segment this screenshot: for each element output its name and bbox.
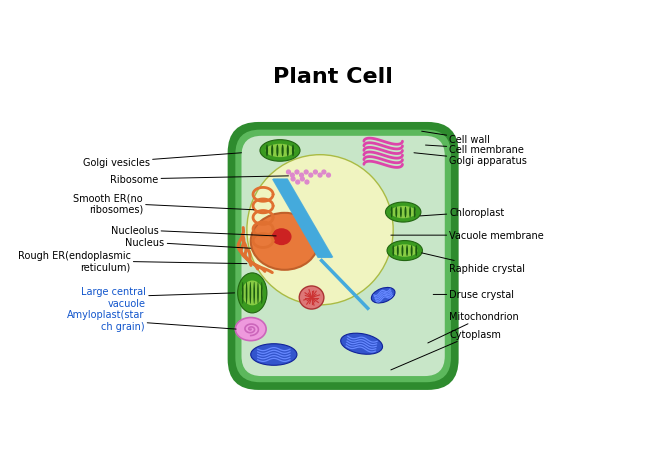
Ellipse shape bbox=[257, 282, 259, 304]
Ellipse shape bbox=[254, 282, 255, 304]
Ellipse shape bbox=[242, 282, 244, 304]
Ellipse shape bbox=[387, 241, 422, 261]
Ellipse shape bbox=[238, 273, 267, 313]
Ellipse shape bbox=[276, 145, 278, 157]
Ellipse shape bbox=[406, 246, 408, 257]
Circle shape bbox=[291, 178, 295, 181]
Ellipse shape bbox=[402, 246, 404, 257]
Ellipse shape bbox=[251, 213, 318, 270]
Circle shape bbox=[313, 171, 317, 174]
Ellipse shape bbox=[341, 334, 383, 354]
Ellipse shape bbox=[250, 282, 251, 304]
Circle shape bbox=[309, 174, 313, 178]
Ellipse shape bbox=[266, 145, 294, 158]
Circle shape bbox=[296, 181, 300, 185]
Text: Mitochondrion: Mitochondrion bbox=[428, 311, 519, 343]
Text: Rough ER(endoplasmic
reticulum): Rough ER(endoplasmic reticulum) bbox=[18, 250, 247, 272]
Ellipse shape bbox=[299, 286, 324, 309]
Text: Golgi vesicles: Golgi vesicles bbox=[83, 153, 242, 168]
Ellipse shape bbox=[391, 207, 393, 218]
Circle shape bbox=[304, 171, 308, 174]
Text: Druse crystal: Druse crystal bbox=[433, 290, 514, 300]
Text: Cell wall: Cell wall bbox=[422, 132, 490, 145]
Ellipse shape bbox=[235, 318, 266, 341]
Ellipse shape bbox=[266, 145, 268, 157]
Ellipse shape bbox=[414, 207, 416, 218]
Text: Nucleolus: Nucleolus bbox=[111, 225, 276, 236]
Ellipse shape bbox=[404, 207, 406, 218]
Ellipse shape bbox=[391, 207, 416, 219]
Ellipse shape bbox=[246, 282, 248, 304]
Circle shape bbox=[318, 174, 322, 178]
Ellipse shape bbox=[392, 246, 394, 257]
Circle shape bbox=[300, 174, 304, 178]
Ellipse shape bbox=[409, 207, 411, 218]
Circle shape bbox=[305, 181, 309, 185]
Ellipse shape bbox=[415, 246, 417, 257]
Text: Ribosome: Ribosome bbox=[110, 174, 289, 185]
Ellipse shape bbox=[251, 344, 297, 365]
Ellipse shape bbox=[411, 246, 413, 257]
FancyBboxPatch shape bbox=[242, 136, 445, 376]
Text: Nucleus: Nucleus bbox=[125, 238, 251, 249]
Text: Smooth ER(no
ribosomes): Smooth ER(no ribosomes) bbox=[73, 193, 254, 214]
Ellipse shape bbox=[292, 145, 294, 157]
Ellipse shape bbox=[260, 140, 300, 162]
Ellipse shape bbox=[395, 207, 397, 218]
Text: Cell membrane: Cell membrane bbox=[426, 145, 525, 155]
Text: Large central
vacuole: Large central vacuole bbox=[81, 286, 235, 308]
Ellipse shape bbox=[397, 246, 399, 257]
Text: Amyloplast(star
ch grain): Amyloplast(star ch grain) bbox=[67, 309, 236, 331]
Circle shape bbox=[291, 174, 294, 178]
FancyBboxPatch shape bbox=[235, 130, 451, 382]
Ellipse shape bbox=[271, 145, 273, 157]
FancyBboxPatch shape bbox=[227, 123, 459, 390]
Circle shape bbox=[300, 178, 304, 181]
Circle shape bbox=[295, 171, 299, 174]
Ellipse shape bbox=[247, 155, 393, 305]
Text: Chloroplast: Chloroplast bbox=[420, 207, 504, 218]
Circle shape bbox=[322, 171, 326, 174]
Text: Golgi apparatus: Golgi apparatus bbox=[414, 153, 527, 166]
Ellipse shape bbox=[385, 202, 421, 223]
Circle shape bbox=[287, 171, 291, 174]
Text: Plant Cell: Plant Cell bbox=[273, 67, 393, 87]
Ellipse shape bbox=[272, 229, 292, 246]
Ellipse shape bbox=[261, 282, 263, 304]
Ellipse shape bbox=[242, 281, 263, 306]
Text: Raphide crystal: Raphide crystal bbox=[422, 253, 525, 274]
Ellipse shape bbox=[371, 288, 395, 303]
Ellipse shape bbox=[400, 207, 402, 218]
Circle shape bbox=[326, 174, 330, 178]
Text: Cytoplasm: Cytoplasm bbox=[391, 329, 501, 370]
Ellipse shape bbox=[287, 145, 289, 157]
Ellipse shape bbox=[281, 145, 283, 157]
Ellipse shape bbox=[392, 245, 417, 257]
Text: Vacuole membrane: Vacuole membrane bbox=[391, 231, 544, 241]
